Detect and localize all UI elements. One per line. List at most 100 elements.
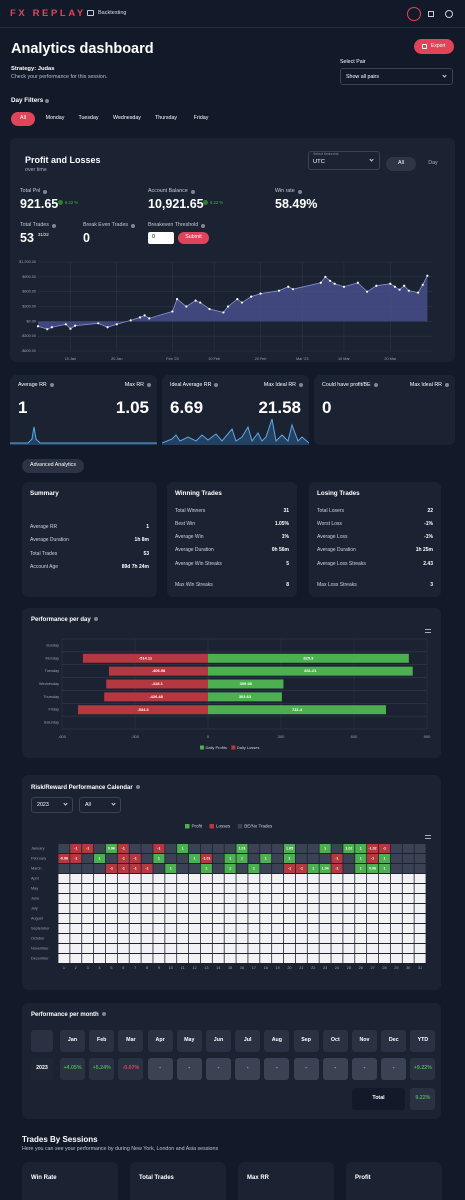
row-label: 2023 (31, 1058, 53, 1080)
empty-cell (70, 944, 82, 953)
y-tick-label: Wednesday (39, 682, 59, 686)
empty-cell (177, 914, 189, 923)
empty-cell (402, 844, 414, 853)
empty-cell (141, 844, 153, 853)
export-button[interactable]: Export (414, 39, 454, 54)
empty-cell (414, 894, 426, 903)
empty-cell (117, 954, 129, 963)
empty-cell (236, 934, 248, 943)
empty-cell (236, 904, 248, 913)
stats-label: Average Loss Streaks (317, 561, 366, 567)
advanced-button[interactable]: Advanced Analytics (22, 459, 84, 473)
day-filter[interactable]: Thursday (154, 115, 178, 122)
pair-dropdown[interactable]: Show all pairs (340, 68, 453, 85)
empty-cell (153, 944, 165, 953)
empty-cell (402, 874, 414, 883)
stats-label: Average Duration (317, 547, 356, 553)
empty-cell (295, 884, 307, 893)
empty-cell (94, 884, 106, 893)
point (194, 299, 197, 302)
point (342, 285, 346, 288)
month-cell: +5.24% (89, 1058, 115, 1080)
stats-label: Average Loss (317, 534, 348, 540)
empty-cell (260, 844, 272, 853)
nav-link[interactable]: Backtesting (98, 10, 127, 16)
empty-cell (58, 904, 70, 913)
empty-cell (390, 884, 402, 893)
empty-cell (402, 954, 414, 963)
point (236, 297, 239, 301)
sessions-title: Trades By Sessions (22, 1135, 98, 1144)
sparkline-fill (162, 419, 309, 445)
month-label: September (31, 927, 50, 931)
calendar-cell (117, 844, 129, 853)
empty-cell (141, 944, 153, 953)
empty-cell (129, 924, 141, 933)
chart-menu[interactable] (425, 629, 431, 633)
profile-icon[interactable] (445, 10, 453, 18)
day-label: 20 (287, 966, 291, 970)
empty-cell (224, 934, 236, 943)
empty-cell (283, 874, 296, 883)
empty-cell (283, 914, 296, 923)
empty-cell (165, 884, 177, 893)
info-icon (94, 617, 98, 621)
calendar-cell (260, 854, 272, 863)
calendar-menu[interactable] (425, 835, 431, 839)
month-label: March (31, 867, 42, 871)
calendar-dropdown[interactable]: 2023 (31, 797, 73, 813)
point (250, 295, 253, 298)
empty-cell (70, 914, 82, 923)
x-tick-label: 300 (278, 734, 285, 739)
threshold-input[interactable]: 0 (148, 232, 174, 244)
empty-cell (82, 924, 94, 933)
day-label: 28 (382, 966, 386, 970)
empty-cell (331, 844, 343, 853)
cell-label: 1.04 (322, 866, 329, 870)
logo: FX REPLAY (10, 8, 86, 19)
empty-cell (200, 914, 212, 923)
empty-cell (117, 934, 129, 943)
empty-cell (224, 894, 236, 903)
calendar-cell (331, 864, 343, 873)
calendar-cell (331, 854, 343, 863)
empty-cell (177, 954, 189, 963)
range-button[interactable]: Day (428, 160, 438, 167)
day-filter[interactable]: Tuesday (78, 115, 99, 122)
empty-cell (414, 934, 426, 943)
stats-value: 53 (143, 551, 149, 557)
day-filter[interactable]: Wednesday (113, 115, 141, 122)
empty-cell (94, 874, 106, 883)
empty-cell (141, 914, 153, 923)
timezone-select[interactable]: Select timezone UTC (308, 151, 380, 170)
day-filter[interactable]: All (11, 112, 35, 126)
month-title: Performance per month (31, 1012, 99, 1018)
stats-label: Total Losers (317, 508, 344, 514)
empty-cell (105, 924, 117, 933)
calendar-cell (70, 844, 82, 853)
theme-toggle[interactable] (407, 7, 421, 21)
range-button[interactable]: All (386, 157, 416, 171)
fullscreen-icon[interactable] (428, 11, 434, 17)
day-filter[interactable]: Monday (45, 115, 65, 122)
empty-cell (260, 904, 272, 913)
pnl-subtitle: over time (25, 167, 47, 173)
calendar-cell (153, 854, 165, 863)
empty-cell (70, 884, 82, 893)
empty-cell (188, 954, 201, 963)
legend-swatch (185, 824, 190, 829)
session-label: Win Rate (31, 1175, 57, 1181)
rr-max-value: 1.05 (115, 398, 149, 417)
day-filter[interactable]: Friday (193, 115, 209, 122)
empty-cell (94, 934, 106, 943)
month-label: August (31, 917, 44, 921)
calendar-dropdown[interactable]: All (79, 797, 121, 813)
empty-cell (82, 874, 94, 883)
submit-button[interactable]: Submit (178, 232, 209, 244)
empty-cell (331, 884, 343, 893)
chevron (369, 157, 374, 162)
calendar-cell (295, 864, 307, 873)
empty-cell (307, 854, 319, 863)
empty-cell (141, 924, 153, 933)
